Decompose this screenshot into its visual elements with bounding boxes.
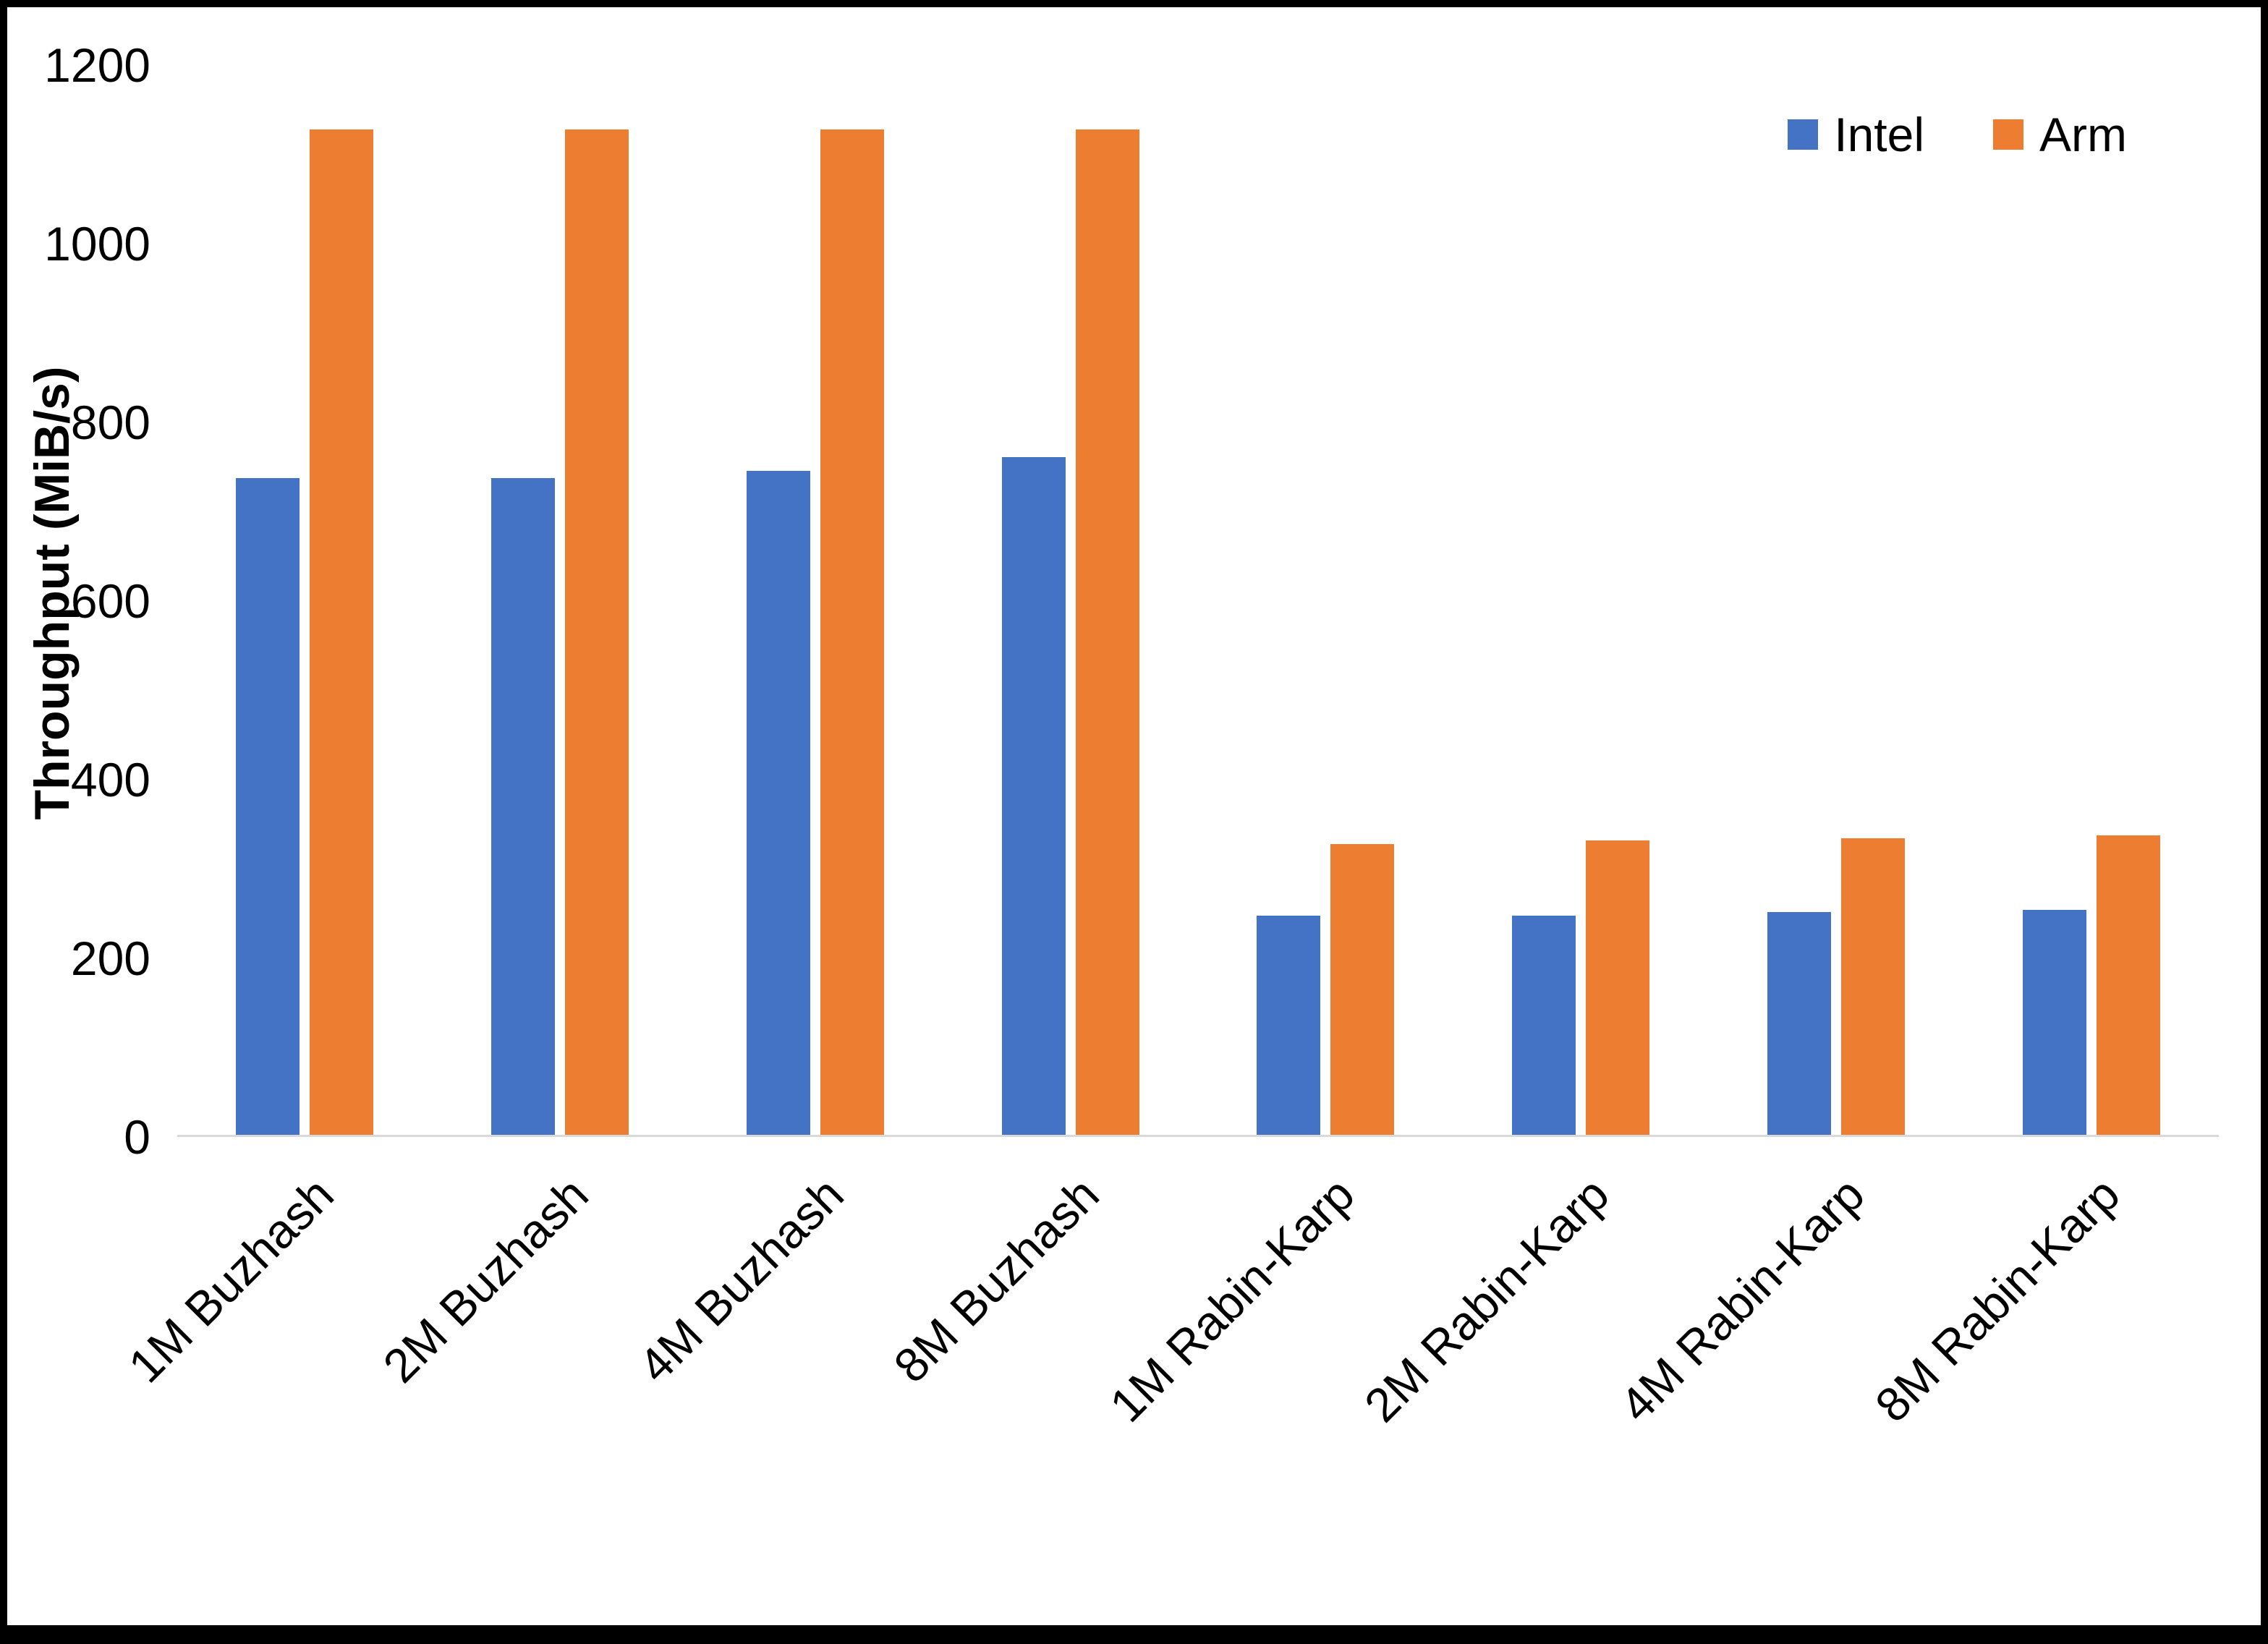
bar-group [943, 65, 1198, 1135]
legend-label: Arm [2039, 108, 2127, 161]
x-axis-label: 1M Buzhash [117, 1167, 344, 1393]
x-axis-label: 1M Rabin-Karp [1099, 1167, 1364, 1432]
x-axis-label: 2M Buzhash [373, 1167, 599, 1393]
legend-label: Intel [1834, 108, 1925, 161]
y-axis-ticks: 0 200 400 600 800 1000 1200 [7, 38, 161, 1164]
bar-group [1963, 65, 2219, 1135]
bar-arm [565, 129, 629, 1135]
y-axis-tick: 1000 [44, 217, 150, 271]
legend-item-intel: Intel [1788, 107, 1924, 162]
legend-item-arm: Arm [1993, 107, 2127, 162]
bar-intel [1512, 915, 1576, 1135]
y-axis-tick: 400 [70, 753, 150, 806]
bar-intel [236, 477, 300, 1135]
bar-arm [1840, 838, 1905, 1135]
x-axis-label: 4M Buzhash [628, 1167, 854, 1393]
bar-group [688, 65, 943, 1135]
y-axis-tick: 200 [70, 932, 150, 985]
bar-intel [746, 470, 810, 1135]
bar-intel [1257, 915, 1321, 1135]
x-axis-label: 2M Rabin-Karp [1354, 1167, 1620, 1432]
y-axis-tick: 1200 [44, 38, 150, 92]
legend: Intel Arm [1788, 107, 2127, 162]
bar-group [177, 65, 433, 1135]
bar-arm [310, 129, 374, 1135]
bar-groups [177, 65, 2219, 1135]
bar-group [1453, 65, 1709, 1135]
legend-swatch-intel [1788, 119, 1819, 150]
bar-arm [2096, 835, 2160, 1135]
bar-intel [1001, 457, 1066, 1135]
bar-arm [1586, 840, 1650, 1135]
bar-arm [1330, 844, 1395, 1135]
bar-arm [1075, 129, 1139, 1135]
x-axis-label: 4M Rabin-Karp [1609, 1167, 1874, 1432]
bar-arm [820, 129, 884, 1135]
bar-intel [1767, 911, 1831, 1135]
bar-group [1198, 65, 1453, 1135]
y-axis-tick: 600 [70, 574, 150, 628]
y-axis-tick: 800 [70, 396, 150, 449]
bar-intel [491, 477, 556, 1135]
legend-swatch-arm [1993, 119, 2024, 150]
bar-intel [2022, 910, 2086, 1135]
x-axis-label: 8M Rabin-Karp [1864, 1167, 2130, 1432]
bar-group [433, 65, 688, 1135]
y-axis-tick: 0 [124, 1110, 150, 1164]
bar-chart: Throughput (MiB/s) Intel Arm 0 200 400 600 80… [7, 7, 2261, 1625]
x-axis-labels: 1M Buzhash 2M Buzhash 4M Buzhash 8M Buzhash… [118, 1154, 2219, 1530]
x-axis-label: 8M Buzhash [883, 1167, 1109, 1393]
bar-group [1709, 65, 1964, 1135]
plot-area [177, 65, 2219, 1137]
